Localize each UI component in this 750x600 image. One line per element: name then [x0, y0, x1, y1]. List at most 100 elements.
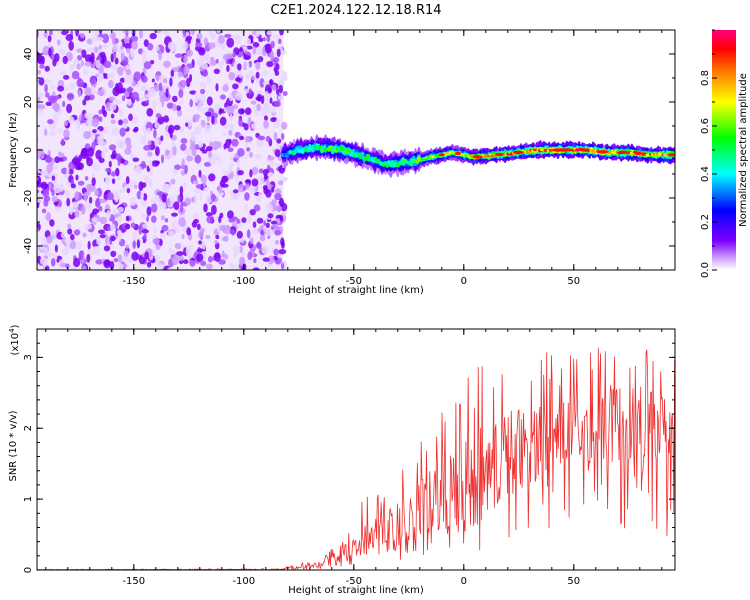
noise-blob	[54, 156, 61, 164]
noise-blob	[219, 116, 227, 126]
x-tick-label: -100	[232, 576, 255, 587]
noise-blob	[92, 129, 97, 134]
noise-blob	[109, 102, 117, 111]
noise-blob	[230, 264, 234, 270]
noise-blob	[123, 90, 130, 98]
noise-blob	[99, 234, 106, 239]
noise-blob	[80, 60, 85, 67]
noise-blob	[279, 197, 284, 207]
noise-blob	[169, 195, 175, 205]
noise-blob	[260, 95, 265, 105]
noise-blob	[39, 64, 45, 69]
noise-blob	[78, 154, 82, 162]
noise-blob	[182, 41, 189, 51]
noise-blob	[111, 149, 117, 159]
noise-blob	[76, 122, 80, 131]
noise-blob	[190, 133, 196, 142]
noise-blob	[140, 160, 146, 168]
noise-blob	[178, 88, 184, 99]
noise-blob	[121, 256, 129, 263]
noise-blob	[149, 178, 153, 188]
noise-blob	[272, 106, 276, 115]
noise-blob	[256, 93, 262, 102]
noise-blob	[274, 162, 280, 167]
noise-blob	[155, 113, 162, 119]
noise-blob	[256, 241, 262, 250]
x-tick-label: -50	[346, 276, 362, 287]
noise-blob	[184, 164, 188, 175]
noise-blob	[146, 127, 151, 135]
noise-blob	[134, 184, 138, 189]
figure-title: C2E1.2024.122.12.18.R14	[270, 3, 441, 18]
noise-blob	[161, 97, 165, 108]
noise-blob	[54, 206, 62, 212]
noise-blob	[116, 229, 122, 236]
signal-peak	[438, 153, 445, 157]
noise-blob	[282, 176, 288, 182]
noise-blob	[134, 126, 139, 132]
noise-blob	[209, 59, 217, 66]
signal-peak	[494, 152, 504, 157]
noise-blob	[154, 193, 159, 202]
noise-blob	[194, 154, 202, 164]
noise-blob	[130, 35, 139, 43]
noise-blob	[130, 50, 136, 58]
noise-blob	[233, 61, 238, 70]
noise-blob	[50, 258, 56, 267]
noise-blob	[252, 42, 260, 48]
noise-blob	[221, 175, 229, 183]
noise-blob	[247, 251, 253, 260]
noise-blob	[215, 59, 219, 64]
noise-blob	[270, 160, 274, 169]
noise-blob	[215, 83, 219, 92]
noise-blob	[269, 97, 273, 104]
noise-blob	[205, 146, 213, 152]
noise-blob	[189, 74, 193, 82]
noise-blob	[256, 103, 261, 112]
noise-blob	[200, 174, 207, 183]
noise-blob	[130, 180, 138, 186]
noise-blob	[64, 238, 72, 245]
noise-blob	[121, 95, 126, 102]
noise-blob	[83, 192, 88, 202]
noise-blob	[97, 72, 104, 82]
noise-blob	[208, 173, 216, 182]
noise-blob	[238, 69, 243, 78]
noise-blob	[117, 206, 124, 213]
noise-blob	[82, 232, 87, 238]
noise-blob	[154, 254, 160, 264]
noise-blob	[47, 119, 54, 125]
noise-blob	[113, 258, 119, 263]
noise-blob	[61, 231, 65, 239]
noise-blob	[155, 74, 160, 82]
noise-blob	[91, 47, 95, 53]
noise-blob	[224, 235, 229, 242]
noise-blob	[257, 175, 265, 186]
noise-blob	[264, 103, 271, 113]
noise-blob	[210, 56, 215, 62]
noise-blob	[45, 211, 52, 222]
noise-blob	[274, 230, 282, 236]
noise-blob	[125, 215, 130, 221]
noise-blob	[255, 62, 261, 70]
x-tick-label: -50	[346, 576, 362, 587]
signal-peak	[579, 148, 590, 152]
noise-blob	[244, 88, 249, 94]
signal-track-segment	[327, 147, 332, 152]
noise-blob	[144, 251, 149, 260]
noise-blob	[110, 171, 116, 177]
noise-blob	[171, 95, 178, 103]
noise-blob	[158, 50, 162, 61]
noise-blob	[57, 85, 64, 92]
noise-blob	[86, 183, 95, 190]
noise-blob	[237, 148, 245, 157]
noise-blob	[61, 138, 65, 146]
noise-blob	[136, 239, 141, 249]
noise-blob	[267, 156, 275, 161]
noise-blob	[267, 213, 274, 219]
noise-blob	[91, 217, 98, 223]
noise-blob	[148, 159, 153, 170]
noise-blob	[166, 197, 171, 206]
noise-blob	[183, 54, 188, 64]
noise-blob	[201, 69, 209, 77]
